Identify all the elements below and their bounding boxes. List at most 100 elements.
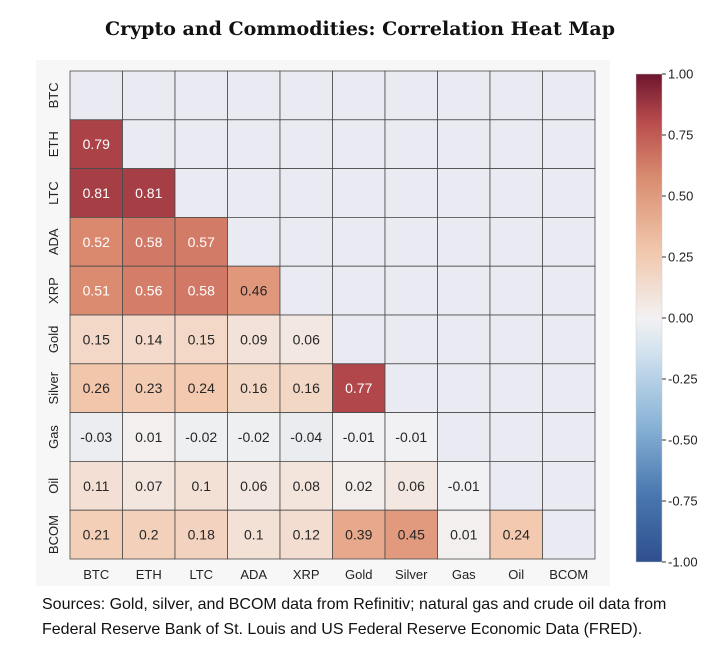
cell-value-label: 0.16: [240, 380, 267, 396]
cell-value-label: 0.07: [135, 478, 162, 494]
heatmap-cell-masked: [384, 314, 438, 365]
heatmap-cell-masked: [489, 412, 543, 462]
heatmap-cell: [489, 509, 543, 560]
heatmap-cells: 0.79 0.81 0.81 0.52 0.58 0.57 0.51 0.56 0.58 0.46…: [69, 70, 596, 560]
correlation-heatmap: 0.79 0.81 0.81 0.52 0.58 0.57 0.51 0.56 0.58 0.46…: [46, 70, 596, 582]
heatmap-cell-masked: [489, 363, 543, 413]
heatmap-cell-masked: [437, 216, 491, 267]
heatmap-cell: [227, 509, 281, 560]
cell-value-label: 0.18: [188, 527, 215, 543]
heatmap-cell-masked: [69, 70, 123, 121]
heatmap-cell: [69, 460, 123, 511]
heatmap-cell: [69, 119, 123, 169]
heatmap-cell-masked: [227, 119, 281, 169]
x-tick-label: Gold: [345, 567, 372, 582]
colorbar: 1.00 0.75 0.50 0.25 0.00 -0.25 -0.50 -0.75 -1.00: [635, 67, 698, 570]
heatmap-cell: [69, 509, 123, 560]
x-tick-label: BCOM: [549, 567, 588, 582]
heatmap-cell-masked: [174, 119, 228, 169]
chart-title: Crypto and Commodities: Correlation Heat…: [104, 18, 616, 40]
heatmap-cell-masked: [489, 265, 543, 316]
colorbar-gradient: [635, 73, 663, 563]
heatmap-cell: [174, 509, 228, 560]
heatmap-cell-masked: [542, 70, 596, 121]
cell-value-label: 0.57: [188, 234, 215, 250]
heatmap-cell-masked: [332, 314, 386, 365]
heatmap-cell: [279, 363, 333, 413]
colorbar-tick-label: -1.00: [668, 555, 698, 570]
cell-value-label: 0.02: [345, 478, 372, 494]
heatmap-cell-masked: [279, 168, 333, 218]
heatmap-cell: [69, 168, 123, 218]
heatmap-cell-masked: [542, 265, 596, 316]
cell-value-label: -0.02: [185, 429, 217, 445]
colorbar-tick-label: 1.00: [668, 67, 693, 82]
heatmap-cell-masked: [437, 363, 491, 413]
x-tick-label: Silver: [395, 567, 428, 582]
source-line: Sources: Gold, silver, and BCOM data fro…: [42, 596, 667, 613]
y-tick-label: ADA: [46, 228, 61, 255]
heatmap-cell: [174, 363, 228, 413]
cell-value-label: 0.51: [83, 283, 110, 299]
heatmap-cell-masked: [332, 265, 386, 316]
y-tick-label: ETH: [46, 131, 61, 157]
y-tick-label: BCOM: [46, 515, 61, 554]
heatmap-cell: [122, 168, 176, 218]
heatmap-cell-masked: [489, 119, 543, 169]
heatmap-cell-masked: [227, 216, 281, 267]
cell-value-label: 0.24: [503, 527, 530, 543]
cell-value-label: 0.77: [345, 380, 372, 396]
heatmap-cell-masked: [227, 168, 281, 218]
cell-value-label: 0.56: [135, 283, 162, 299]
heatmap-cell-masked: [489, 168, 543, 218]
colorbar-tick-label: -0.75: [668, 494, 698, 509]
heatmap-cell-masked: [384, 265, 438, 316]
heatmap-cell: [122, 363, 176, 413]
cell-value-label: 0.01: [450, 527, 477, 543]
x-tick-label: LTC: [189, 567, 213, 582]
cell-value-label: 0.06: [240, 478, 267, 494]
cell-value-label: 0.16: [293, 380, 320, 396]
heatmap-cell-masked: [437, 314, 491, 365]
x-axis-ticks: BTC ETH LTC ADA XRP Gold Silver Gas Oil BCOM: [83, 567, 588, 582]
cell-value-label: 0.11: [83, 478, 109, 494]
cell-value-label: 0.09: [240, 331, 267, 347]
x-tick-label: ADA: [240, 567, 267, 582]
heatmap-cell: [279, 509, 333, 560]
heatmap-cell-masked: [122, 70, 176, 121]
y-tick-label: BTC: [46, 82, 61, 108]
heatmap-cell-masked: [227, 70, 281, 121]
cell-value-label: 0.01: [135, 429, 162, 445]
colorbar-tick-label: 0.75: [668, 128, 693, 143]
cell-value-label: -0.01: [395, 429, 427, 445]
y-tick-label: Silver: [46, 371, 61, 404]
y-tick-label: LTC: [46, 181, 61, 205]
heatmap-cell-masked: [437, 412, 491, 462]
cell-value-label: 0.46: [240, 283, 267, 299]
y-tick-label: Oil: [46, 478, 61, 494]
heatmap-cell-masked: [437, 70, 491, 121]
heatmap-cell-masked: [384, 363, 438, 413]
x-tick-label: Oil: [508, 567, 524, 582]
colorbar-tick-label: -0.50: [668, 433, 698, 448]
heatmap-cell-masked: [542, 412, 596, 462]
heatmap-cell-masked: [279, 119, 333, 169]
y-tick-label: XRP: [46, 277, 61, 304]
source-note: Sources: Gold, silver, and BCOM data fro…: [42, 592, 712, 642]
cell-value-label: 0.58: [135, 234, 162, 250]
heatmap-cell: [437, 460, 491, 511]
heatmap-cell-masked: [332, 168, 386, 218]
heatmap-cell-masked: [384, 119, 438, 169]
x-tick-label: ETH: [136, 567, 162, 582]
cell-value-label: 0.24: [188, 380, 215, 396]
heatmap-cell: [122, 509, 176, 560]
heatmap-cell: [69, 412, 123, 462]
colorbar-tick-label: 0.00: [668, 311, 693, 326]
cell-value-label: 0.79: [83, 136, 110, 152]
heatmap-cell: [384, 412, 438, 462]
heatmap-cell-masked: [437, 168, 491, 218]
heatmap-cell-masked: [437, 119, 491, 169]
cell-value-label: 0.14: [135, 331, 162, 347]
cell-value-label: 0.52: [83, 234, 110, 250]
heatmap-cell-masked: [279, 70, 333, 121]
